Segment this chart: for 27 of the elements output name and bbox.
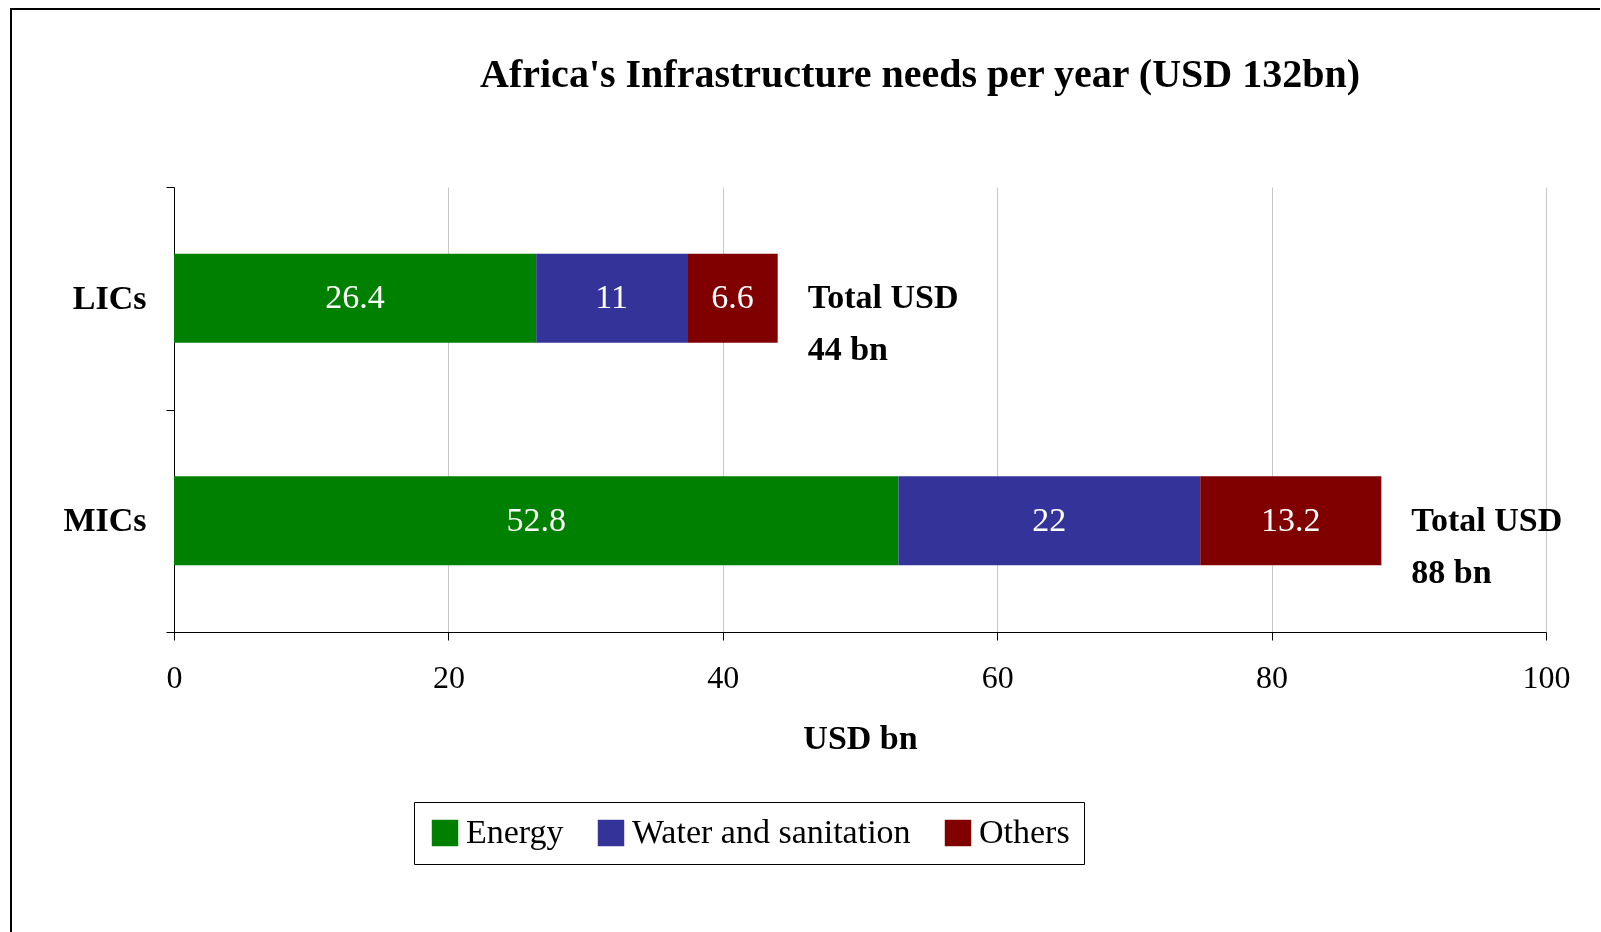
x-tick-label: 80 bbox=[1256, 658, 1289, 695]
y-tick-label: LICs bbox=[72, 278, 147, 316]
bar bbox=[174, 253, 537, 343]
x-tick-label: 20 bbox=[432, 658, 465, 695]
data-label: 52.8 bbox=[506, 500, 566, 538]
x-tick-label: 40 bbox=[707, 658, 740, 695]
bar bbox=[174, 476, 899, 566]
legend-label: Water and sanitation bbox=[632, 813, 911, 850]
y-tick-label: MICs bbox=[63, 501, 147, 539]
x-tick-label: 0 bbox=[166, 658, 183, 695]
data-label: 22 bbox=[1032, 500, 1067, 538]
data-label: 6.6 bbox=[711, 278, 754, 316]
bar bbox=[536, 253, 688, 343]
bar bbox=[687, 253, 778, 343]
chart-title: Africa's Infrastructure needs per year (USD 132bn) bbox=[480, 51, 1360, 96]
total-label: Total USD 44 bn bbox=[807, 278, 959, 368]
legend-label: Energy bbox=[466, 813, 564, 850]
data-label: 11 bbox=[595, 278, 629, 316]
x-tick-label: 100 bbox=[1522, 658, 1571, 695]
x-axis-title: USD bn bbox=[803, 718, 918, 756]
data-label: 13.2 bbox=[1261, 500, 1321, 538]
bar bbox=[1200, 476, 1382, 566]
x-tick-label: 60 bbox=[981, 658, 1014, 695]
legend-label: Others bbox=[979, 813, 1070, 850]
total-label: Total USD 88 bn bbox=[1411, 500, 1563, 590]
data-label: 26.4 bbox=[325, 278, 385, 316]
bar bbox=[898, 476, 1201, 566]
